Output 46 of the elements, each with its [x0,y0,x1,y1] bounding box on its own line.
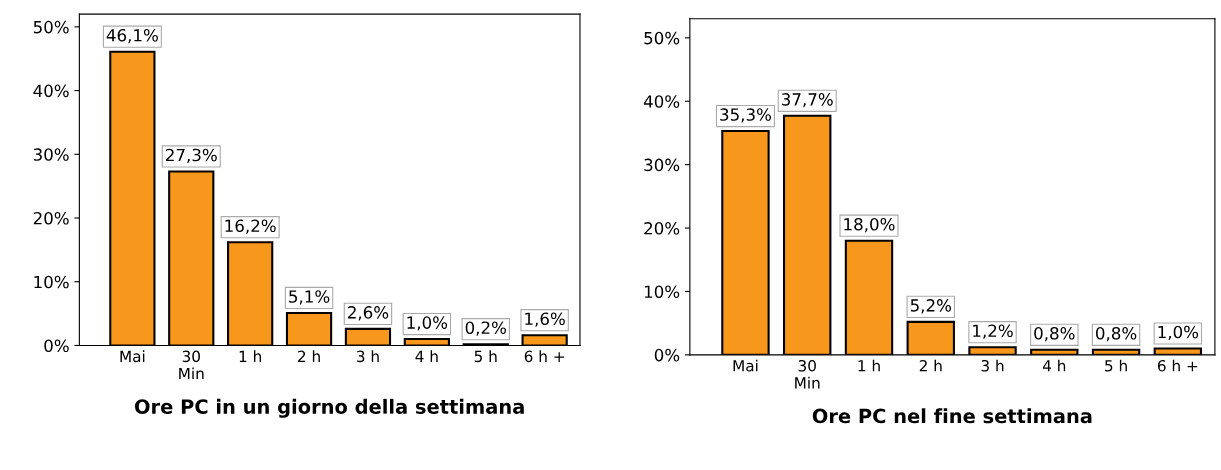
y-tick-label: 30% [644,158,680,172]
y-tick-label: 0% [44,339,69,353]
data-label: 37,7% [782,93,833,108]
x-tick-label: 2 h [919,359,942,372]
x-axis-title: Ore PC nel fine settimana [812,408,1092,424]
y-tick-label: 50% [33,20,69,34]
x-tick-label: Mai [120,350,145,363]
data-label: 0,8% [1095,327,1137,342]
data-label: 16,2% [225,219,276,234]
x-tick-label: Mai [733,359,758,372]
data-label: 0,8% [1034,327,1075,342]
y-tick-label: 0% [654,348,680,362]
x-tick-label: 6 h + [524,350,564,363]
data-label: 5,1% [289,290,330,305]
data-label: 2,6% [348,306,389,321]
y-tick-label: 10% [644,285,680,299]
x-tick-label: 30 Min [179,350,204,380]
x-axis-title: Ore PC in un giorno della settimana [134,398,524,418]
data-label: 27,3% [166,148,217,164]
x-tick-label: 3 h [356,350,379,363]
x-tick-label: 2 h [298,350,320,362]
y-tick-label: 40% [33,84,69,98]
data-label: 1,6% [525,312,565,327]
x-tick-label: 3 h [981,359,1004,372]
x-tick-label: 5 h [474,350,497,363]
data-label: 1,2% [973,324,1013,339]
data-label: 46,1% [106,28,158,44]
data-label: 35,3% [720,108,772,123]
x-tick-label: 4 h [1042,359,1066,372]
y-tick-label: 20% [33,211,69,225]
x-tick-label: 1 h [858,359,880,372]
y-tick-label: 40% [643,95,680,108]
data-label: 1,0% [1158,325,1199,341]
data-label: 18,0% [844,217,895,233]
y-tick-label: 20% [644,222,680,235]
x-tick-label: 30 Min [795,359,820,389]
y-tick-label: 30% [33,148,69,161]
y-tick-label: 10% [34,275,69,289]
x-tick-label: 6 h + [1157,359,1198,372]
y-tick-label: 50% [644,31,680,45]
x-tick-label: 1 h [239,350,261,362]
data-label: 5,2% [910,299,952,314]
data-label: 1,0% [407,316,448,331]
x-tick-label: 4 h [415,350,438,362]
data-label: 0,2% [465,321,506,336]
x-tick-label: 5 h [1105,359,1127,372]
